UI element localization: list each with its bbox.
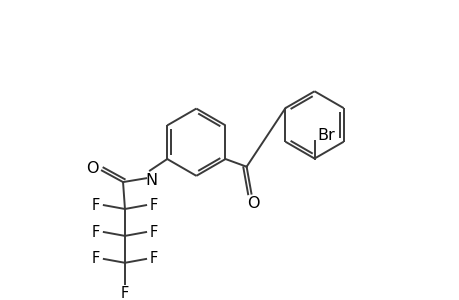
Text: Br: Br — [317, 128, 334, 143]
Text: F: F — [92, 225, 100, 240]
Text: F: F — [149, 251, 157, 266]
Text: F: F — [92, 198, 100, 213]
Text: N: N — [146, 173, 157, 188]
Text: O: O — [86, 161, 98, 176]
Text: O: O — [246, 196, 259, 211]
Text: F: F — [121, 286, 129, 300]
Text: F: F — [149, 225, 157, 240]
Text: F: F — [92, 251, 100, 266]
Text: F: F — [149, 198, 157, 213]
